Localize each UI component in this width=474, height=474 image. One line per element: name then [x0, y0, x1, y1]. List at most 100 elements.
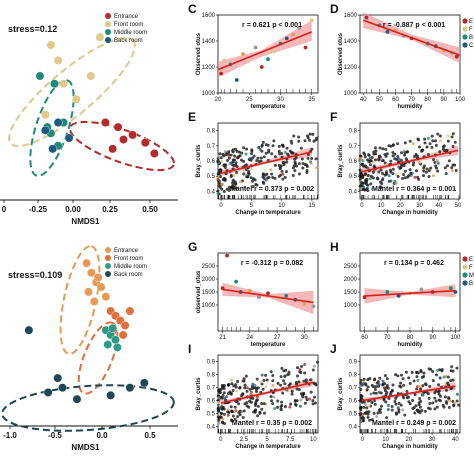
- data-point: [232, 164, 236, 168]
- data-point: [217, 418, 221, 422]
- data-point: [240, 151, 244, 155]
- data-point: [403, 169, 407, 173]
- data-point: [373, 402, 377, 406]
- data-point: [414, 404, 418, 408]
- y-tick-label: 0.5: [349, 412, 358, 418]
- data-point: [297, 26, 302, 30]
- data-point: [291, 166, 295, 170]
- data-point: [230, 382, 234, 386]
- data-point: [264, 143, 268, 147]
- data-point: [264, 385, 268, 389]
- data-point: [289, 139, 293, 143]
- data-point: [112, 343, 122, 352]
- x-tick-label: 70: [408, 97, 415, 103]
- data-point: [53, 118, 63, 127]
- data-point: [409, 171, 413, 175]
- data-point: [360, 400, 364, 404]
- data-point: [229, 153, 233, 157]
- y-axis-label: Bray_curtis: [338, 144, 344, 178]
- data-point: [269, 168, 273, 172]
- data-point: [420, 148, 424, 152]
- data-point: [386, 404, 390, 408]
- data-point: [434, 399, 438, 403]
- panel-D: 40 50 60 70 80 90 100 1000 1200 1400 1600 humidity O…: [330, 2, 474, 110]
- data-point: [281, 172, 285, 176]
- legend-entry: Middle room: [114, 30, 147, 36]
- data-point: [253, 403, 257, 407]
- data-point: [407, 376, 411, 380]
- data-point: [108, 144, 118, 154]
- data-point: [233, 147, 237, 151]
- data-point: [446, 139, 450, 143]
- data-point: [427, 174, 431, 178]
- data-point: [89, 297, 99, 306]
- data-point: [216, 175, 220, 179]
- panel-letter: E: [188, 110, 196, 124]
- data-point: [311, 304, 316, 309]
- data-point: [385, 385, 389, 389]
- legend-swatch: [105, 13, 111, 19]
- data-point: [285, 146, 289, 150]
- data-point: [271, 402, 275, 406]
- data-point: [438, 399, 442, 403]
- data-point: [226, 410, 230, 414]
- data-point: [426, 153, 430, 157]
- legend-swatch: [462, 256, 468, 262]
- data-point: [401, 408, 405, 412]
- data-point: [428, 384, 432, 388]
- data-point: [220, 411, 224, 415]
- data-point: [436, 161, 440, 165]
- data-point: [280, 155, 284, 159]
- data-point: [229, 405, 233, 409]
- data-point: [314, 138, 318, 142]
- data-point: [403, 151, 407, 155]
- data-point: [452, 386, 456, 390]
- data-point: [364, 382, 368, 386]
- data-point: [358, 168, 362, 172]
- data-point: [288, 382, 292, 386]
- data-point: [297, 388, 301, 392]
- panel-letter: I: [188, 342, 191, 356]
- data-point: [216, 155, 220, 159]
- data-point: [443, 166, 447, 170]
- data-point: [396, 374, 400, 378]
- data-point: [286, 152, 290, 156]
- data-point: [358, 177, 362, 181]
- data-point: [260, 402, 264, 406]
- data-point: [222, 391, 226, 395]
- data-point: [252, 410, 256, 414]
- data-point: [234, 161, 238, 165]
- data-point: [242, 146, 246, 150]
- data-point: [269, 370, 273, 374]
- x-axis-label: Change in temperature: [235, 210, 301, 216]
- data-point: [271, 374, 275, 378]
- y-tick-label: 0.6: [349, 399, 358, 405]
- legend-swatch: [105, 21, 111, 27]
- data-point: [393, 179, 397, 183]
- x-axis-label: humidity: [398, 104, 424, 110]
- legend-swatch: [462, 42, 468, 48]
- data-point: [271, 379, 275, 383]
- data-point: [95, 32, 105, 42]
- group-ellipse: [8, 36, 136, 148]
- data-point: [242, 172, 246, 176]
- data-point: [270, 152, 274, 156]
- panel-C: 20 25 30 35 1000 1200 1400 1600 temperature Obser…: [188, 2, 319, 110]
- data-point: [311, 399, 315, 403]
- y-axis-label: Observed otus: [338, 32, 344, 75]
- data-point: [275, 405, 279, 409]
- data-point: [86, 71, 96, 81]
- data-point: [394, 397, 398, 401]
- data-point: [242, 169, 246, 173]
- x-tick-label: 20: [397, 203, 404, 209]
- data-point: [367, 153, 371, 157]
- data-point: [233, 154, 237, 158]
- y-tick-label: 1400: [202, 39, 216, 45]
- data-point: [411, 142, 415, 146]
- x-tick-label: 0.50: [142, 205, 158, 214]
- data-point: [258, 411, 262, 415]
- y-tick-label: 1000: [202, 91, 216, 97]
- data-point: [376, 411, 380, 415]
- data-point: [377, 170, 381, 174]
